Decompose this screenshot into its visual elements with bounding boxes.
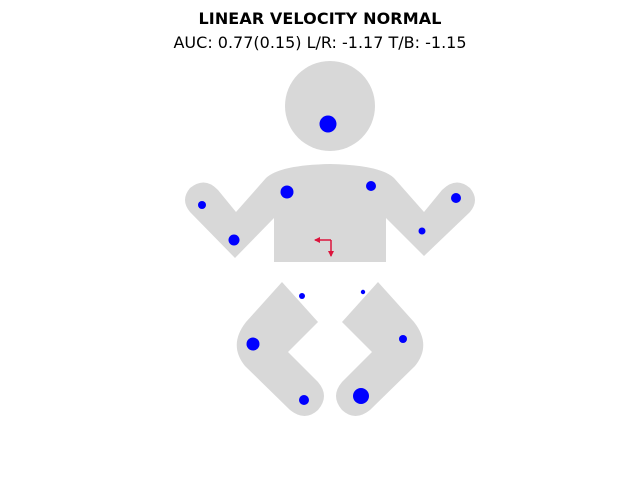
point-left-lower-arm [198, 201, 206, 209]
point-torso-right [366, 181, 376, 191]
direction-arrow [314, 237, 334, 257]
body-right-leg [336, 282, 424, 416]
body-torso [185, 164, 475, 262]
point-left-shin [299, 395, 309, 405]
point-right-lower-arm [451, 193, 461, 203]
point-left-thigh [246, 337, 260, 351]
body-head [285, 61, 375, 151]
point-right-thigh [399, 335, 407, 343]
body-silhouette [185, 61, 475, 416]
point-right-upper-arm [418, 227, 426, 235]
point-right-hip [360, 289, 366, 295]
point-left-upper-arm [228, 234, 240, 246]
chart-subtitle: AUC: 0.77(0.15) L/R: -1.17 T/B: -1.15 [173, 33, 467, 52]
data-points [198, 115, 461, 405]
point-left-hip [299, 293, 305, 299]
chart-title: LINEAR VELOCITY NORMAL [198, 9, 442, 28]
point-torso-left [280, 185, 294, 199]
point-head [319, 115, 337, 133]
point-right-shin [353, 388, 369, 404]
body-left-leg [236, 282, 324, 416]
